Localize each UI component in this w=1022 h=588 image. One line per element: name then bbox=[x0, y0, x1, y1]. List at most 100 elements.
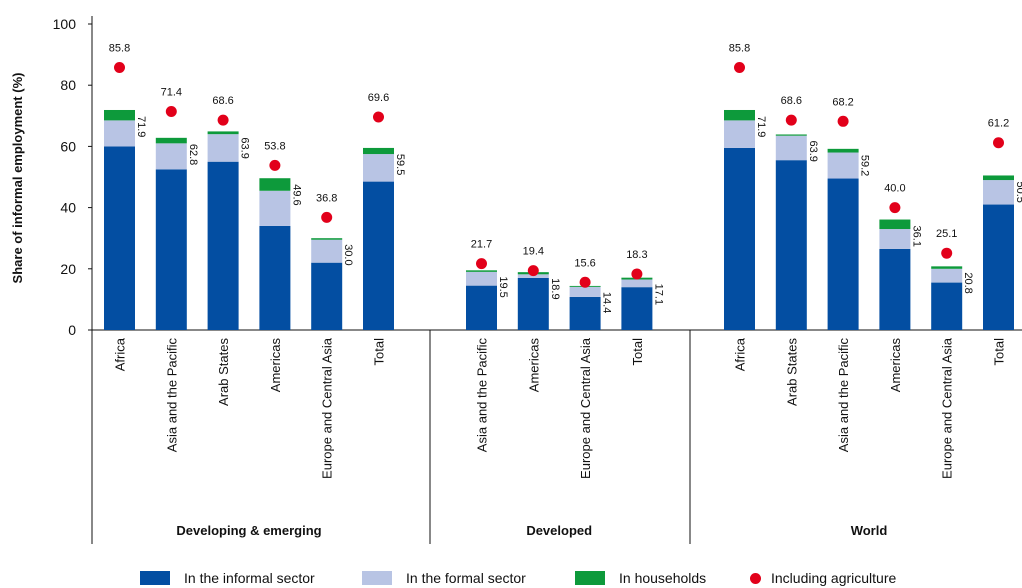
bar-informal-sector bbox=[104, 146, 135, 330]
agriculture-label: 61.2 bbox=[988, 118, 1009, 130]
agriculture-label: 69.6 bbox=[368, 92, 389, 104]
y-tick-label: 0 bbox=[68, 322, 76, 338]
agriculture-dot bbox=[217, 114, 229, 126]
bar-informal-sector bbox=[155, 169, 187, 330]
agriculture-label: 40.0 bbox=[884, 183, 905, 195]
category-label: Asia and the Pacific bbox=[836, 338, 851, 453]
bar-formal-sector bbox=[983, 180, 1014, 205]
bar-informal-sector bbox=[775, 160, 807, 330]
bar-informal-sector bbox=[517, 277, 549, 330]
bar-total-label: 36.1 bbox=[910, 226, 922, 247]
bar-formal-sector bbox=[879, 229, 911, 249]
legend-label-households: In households bbox=[619, 570, 707, 586]
agriculture-dot bbox=[114, 61, 125, 73]
bar-households bbox=[104, 109, 135, 121]
agriculture-dot bbox=[373, 111, 384, 123]
bar-formal-sector bbox=[363, 154, 394, 182]
y-tick-label: 100 bbox=[53, 16, 77, 32]
agriculture-dot bbox=[476, 258, 487, 270]
agriculture-dot bbox=[631, 268, 643, 280]
agriculture-label: 36.8 bbox=[316, 192, 337, 204]
bar-informal-sector bbox=[207, 161, 239, 330]
bar-households bbox=[827, 148, 859, 153]
category-label: Americas bbox=[268, 338, 283, 393]
bar-total-label: 20.8 bbox=[962, 272, 974, 293]
legend-item-informal: In the informal sector bbox=[140, 570, 315, 586]
bar-total-label: 14.4 bbox=[601, 292, 613, 313]
agriculture-dot bbox=[837, 115, 849, 127]
agriculture-label: 71.4 bbox=[161, 87, 182, 99]
category-label: Arab States bbox=[784, 338, 799, 406]
bar-informal-sector bbox=[363, 181, 394, 330]
agriculture-dot bbox=[889, 202, 901, 214]
y-tick-label: 40 bbox=[60, 200, 76, 216]
agriculture-dot bbox=[941, 247, 953, 259]
bar-formal-sector bbox=[724, 120, 755, 148]
agriculture-dot bbox=[993, 137, 1004, 149]
category-label: Africa bbox=[113, 337, 128, 371]
bar-households bbox=[879, 219, 911, 230]
bar-formal-sector bbox=[517, 274, 549, 278]
bar-formal-sector bbox=[466, 271, 497, 286]
group-title: Developed bbox=[526, 523, 592, 538]
legend-label-informal: In the informal sector bbox=[184, 570, 315, 586]
agriculture-label: 53.8 bbox=[264, 140, 285, 152]
bar-informal-sector bbox=[569, 296, 601, 330]
legend: In the informal sector In the formal sec… bbox=[0, 566, 1022, 588]
bar-total-label: 19.5 bbox=[497, 276, 509, 297]
bar-households bbox=[259, 178, 291, 191]
bar-formal-sector bbox=[259, 190, 291, 226]
bar-households bbox=[363, 147, 394, 155]
legend-item-households: In households bbox=[575, 570, 706, 586]
bar-formal-sector bbox=[827, 152, 859, 179]
bar-informal-sector bbox=[466, 285, 497, 330]
bar-formal-sector bbox=[207, 134, 239, 162]
bar-informal-sector bbox=[827, 178, 859, 330]
bar-total-label: 30.0 bbox=[342, 244, 354, 265]
bar-formal-sector bbox=[775, 135, 807, 161]
bar-formal-sector bbox=[311, 239, 343, 263]
group-title: World bbox=[851, 523, 888, 538]
bar-informal-sector bbox=[931, 282, 963, 330]
category-label: Europe and Central Asia bbox=[320, 337, 335, 479]
category-label: Asia and the Pacific bbox=[164, 338, 179, 453]
agriculture-dot bbox=[321, 211, 333, 223]
bar-total-label: 49.6 bbox=[290, 184, 302, 205]
category-label: Africa bbox=[733, 337, 748, 371]
bar-formal-sector bbox=[931, 268, 963, 283]
legend-swatch-households bbox=[575, 571, 605, 585]
legend-label-agriculture: Including agriculture bbox=[771, 570, 897, 586]
agriculture-label: 25.1 bbox=[936, 228, 957, 240]
bar-informal-sector bbox=[724, 147, 755, 330]
bar-total-label: 63.9 bbox=[807, 140, 819, 161]
agriculture-dot bbox=[734, 61, 745, 73]
category-label: Europe and Central Asia bbox=[940, 337, 955, 479]
labels: 71.9 85.8 Africa 62.8 71.4 Asia and the Pacif… bbox=[109, 42, 1022, 538]
group-title: Developing & emerging bbox=[176, 523, 321, 538]
agriculture-label: 21.7 bbox=[471, 239, 492, 251]
bar-total-label: 62.8 bbox=[187, 144, 199, 165]
agriculture-label: 18.3 bbox=[626, 249, 647, 261]
agriculture-dot bbox=[527, 265, 539, 277]
agriculture-label: 85.8 bbox=[109, 42, 130, 54]
y-tick-label: 20 bbox=[60, 261, 76, 277]
agriculture-label: 68.6 bbox=[781, 95, 802, 107]
axes: 0 20 40 60 80 100 bbox=[53, 16, 1022, 544]
bar-households bbox=[311, 238, 343, 240]
legend-item-agriculture: Including agriculture bbox=[742, 570, 896, 586]
bar-households bbox=[207, 131, 239, 135]
y-tick-label: 60 bbox=[60, 138, 76, 154]
bar-households bbox=[724, 109, 755, 121]
agriculture-dot bbox=[579, 276, 591, 288]
bar-total-label: 71.9 bbox=[755, 116, 767, 137]
agriculture-dot bbox=[269, 159, 281, 171]
bar-total-label: 18.9 bbox=[549, 278, 561, 299]
bar-households bbox=[983, 175, 1014, 181]
category-label: Total bbox=[992, 338, 1007, 366]
bar-households bbox=[931, 266, 963, 269]
bar-formal-sector bbox=[621, 279, 653, 288]
agriculture-label: 15.6 bbox=[574, 257, 595, 269]
bar-informal-sector bbox=[879, 248, 911, 330]
agriculture-dot bbox=[165, 106, 177, 118]
